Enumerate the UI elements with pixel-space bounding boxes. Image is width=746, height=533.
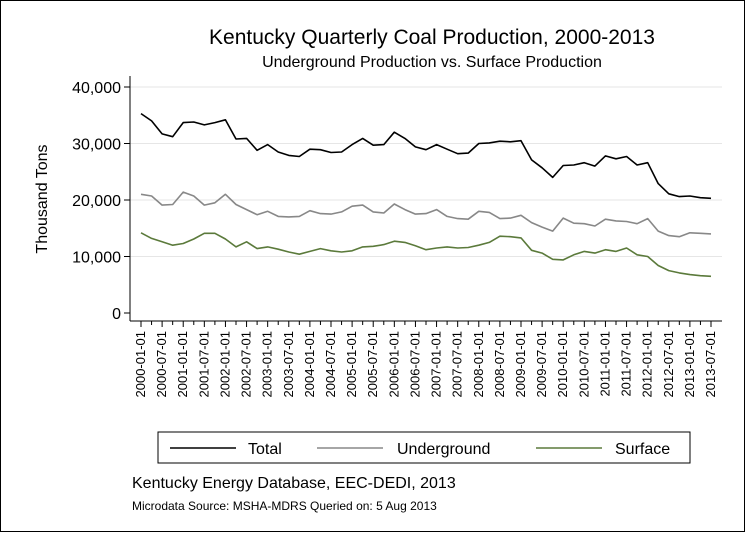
x-tick-label: 2000-07-01 bbox=[154, 331, 169, 398]
x-tick-label: 2001-01-01 bbox=[175, 331, 190, 398]
legend-label-total: Total bbox=[248, 441, 282, 458]
series-line-total bbox=[140, 112, 712, 200]
legend-box bbox=[157, 431, 691, 464]
x-tick-label: 2004-07-01 bbox=[323, 331, 338, 398]
x-tick-label: 2009-07-01 bbox=[534, 331, 549, 398]
x-tick-label: 2013-07-01 bbox=[703, 331, 718, 398]
x-tick-label: 2003-07-01 bbox=[281, 331, 296, 398]
x-tick-label: 2003-01-01 bbox=[260, 331, 275, 398]
series-line-surface bbox=[140, 232, 712, 278]
grid bbox=[130, 86, 722, 257]
x-tick-label: 2011-07-01 bbox=[619, 331, 634, 397]
x-tick-label: 2006-01-01 bbox=[386, 331, 401, 398]
plot-area bbox=[129, 75, 723, 322]
y-tick-label: 10,000 bbox=[72, 250, 121, 267]
x-tick-label: 2007-07-01 bbox=[450, 331, 465, 398]
source-note: Kentucky Energy Database, EEC-DEDI, 2013 bbox=[132, 475, 456, 492]
x-tick-label: 2013-01-01 bbox=[682, 331, 697, 398]
x-tick-label: 2008-01-01 bbox=[471, 331, 486, 398]
x-tick-label: 2010-07-01 bbox=[576, 331, 591, 398]
x-tick-label: 2011-01-01 bbox=[597, 331, 612, 397]
y-tick-label: 40,000 bbox=[72, 80, 121, 97]
y-tick-label: 20,000 bbox=[72, 193, 121, 210]
x-tick-label: 2004-01-01 bbox=[302, 331, 317, 398]
y-axis-label: Thousand Tons bbox=[34, 144, 51, 253]
x-tick-label: 2010-01-01 bbox=[555, 331, 570, 398]
x-tick-label: 2012-01-01 bbox=[640, 331, 655, 398]
x-tick-label: 2006-07-01 bbox=[407, 331, 422, 398]
x-tick-label: 2002-01-01 bbox=[217, 331, 232, 398]
chart-subtitle: Underground Production vs. Surface Produ… bbox=[262, 54, 602, 71]
legend-label-underground: Underground bbox=[397, 441, 490, 458]
x-tick-label: 2012-07-01 bbox=[661, 331, 676, 398]
chart-title: Kentucky Quarterly Coal Production, 2000… bbox=[209, 26, 655, 49]
series-lines bbox=[140, 112, 712, 278]
microdata-note: Microdata Source: MSHA-MDRS Queried on: … bbox=[132, 499, 437, 513]
x-tick-label: 2007-01-01 bbox=[429, 331, 444, 398]
x-tick-label: 2001-07-01 bbox=[196, 331, 211, 398]
x-tick-label: 2009-01-01 bbox=[513, 331, 528, 398]
y-tick-label: 0 bbox=[112, 306, 121, 323]
legend-label-surface: Surface bbox=[615, 441, 670, 458]
y-tick-label: 30,000 bbox=[72, 137, 121, 154]
y-axis: 0 10,000 20,000 30,000 40,000 bbox=[72, 76, 131, 323]
x-tick-label: 2002-07-01 bbox=[239, 331, 254, 398]
x-tick-label: 2008-07-01 bbox=[492, 331, 507, 398]
x-axis: 2000-01-01 2000-07-01 2001-01-01 2001-07-01… bbox=[130, 320, 722, 398]
x-tick-label: 2005-07-01 bbox=[365, 331, 380, 398]
x-tick-label: 2000-01-01 bbox=[133, 331, 148, 398]
series-line-underground bbox=[140, 191, 712, 238]
x-tick-label: 2005-01-01 bbox=[344, 331, 359, 398]
legend: Total Underground Surface bbox=[157, 431, 691, 464]
